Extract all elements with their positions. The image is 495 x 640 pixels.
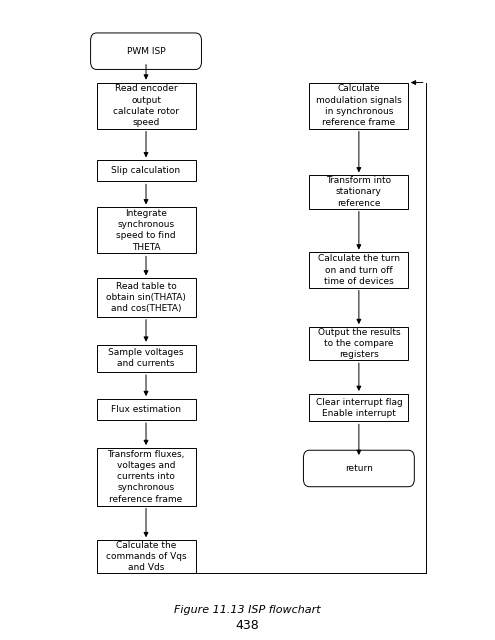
Text: Slip calculation: Slip calculation bbox=[111, 166, 181, 175]
Text: 438: 438 bbox=[236, 620, 259, 632]
FancyBboxPatch shape bbox=[309, 175, 408, 209]
Text: PWM ISP: PWM ISP bbox=[127, 47, 165, 56]
FancyBboxPatch shape bbox=[97, 448, 196, 506]
Text: Flux estimation: Flux estimation bbox=[111, 405, 181, 414]
FancyBboxPatch shape bbox=[309, 83, 408, 129]
FancyBboxPatch shape bbox=[97, 344, 196, 372]
Text: Transform into
stationary
reference: Transform into stationary reference bbox=[326, 177, 392, 207]
Text: Clear interrupt flag
Enable interrupt: Clear interrupt flag Enable interrupt bbox=[315, 397, 402, 418]
FancyBboxPatch shape bbox=[97, 278, 196, 317]
Text: Sample voltages
and currents: Sample voltages and currents bbox=[108, 348, 184, 369]
Text: return: return bbox=[345, 464, 373, 473]
Text: Calculate
modulation signals
in synchronous
reference frame: Calculate modulation signals in synchron… bbox=[316, 84, 402, 127]
FancyBboxPatch shape bbox=[97, 83, 196, 129]
Text: Read table to
obtain sin(THATA)
and cos(THETA): Read table to obtain sin(THATA) and cos(… bbox=[106, 282, 186, 313]
FancyBboxPatch shape bbox=[91, 33, 201, 69]
FancyBboxPatch shape bbox=[309, 394, 408, 422]
FancyBboxPatch shape bbox=[97, 540, 196, 573]
Text: Read encoder
output
calculate rotor
speed: Read encoder output calculate rotor spee… bbox=[113, 84, 179, 127]
FancyBboxPatch shape bbox=[303, 451, 414, 486]
FancyBboxPatch shape bbox=[309, 252, 408, 288]
Text: Figure 11.13 ISP flowchart: Figure 11.13 ISP flowchart bbox=[174, 605, 321, 615]
FancyBboxPatch shape bbox=[97, 207, 196, 253]
Text: Integrate
synchronous
speed to find
THETA: Integrate synchronous speed to find THET… bbox=[116, 209, 176, 252]
Text: Calculate the turn
on and turn off
time of devices: Calculate the turn on and turn off time … bbox=[318, 255, 400, 285]
FancyBboxPatch shape bbox=[97, 399, 196, 420]
FancyBboxPatch shape bbox=[309, 327, 408, 360]
FancyBboxPatch shape bbox=[97, 160, 196, 182]
Text: Transform fluxes,
voltages and
currents into
synchronous
reference frame: Transform fluxes, voltages and currents … bbox=[107, 450, 185, 504]
Text: Output the results
to the compare
registers: Output the results to the compare regist… bbox=[318, 328, 400, 359]
Text: Calculate the
commands of Vqs
and Vds: Calculate the commands of Vqs and Vds bbox=[106, 541, 186, 572]
